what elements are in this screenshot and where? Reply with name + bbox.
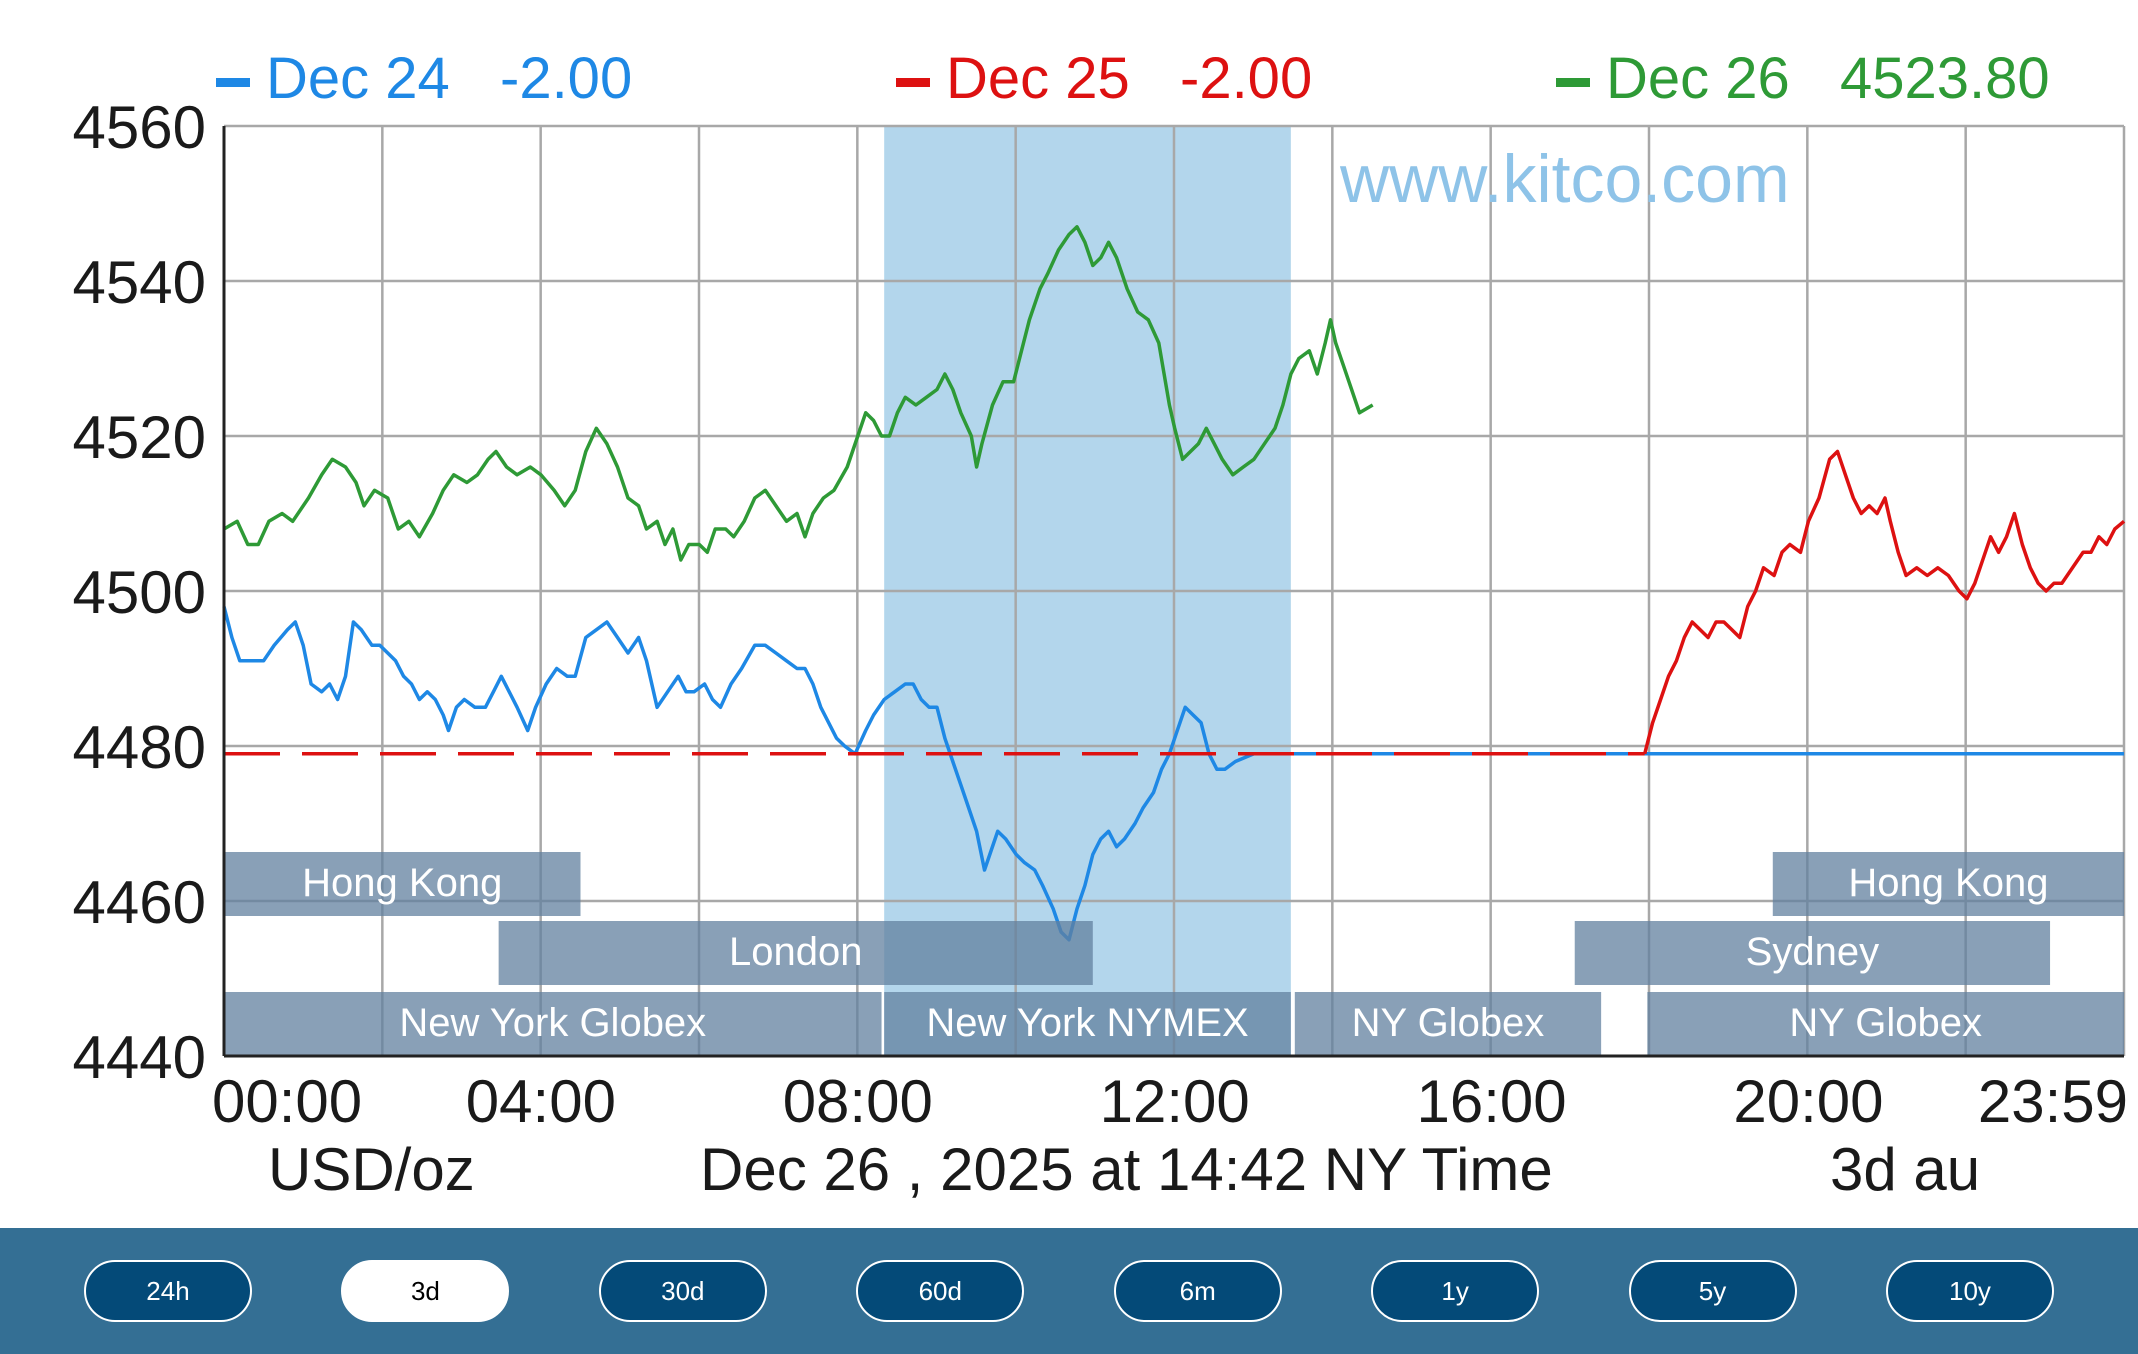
x-tick-label: 00:00 [212,1068,362,1135]
y-tick-label: 4440 [73,1024,206,1091]
kitco-watermark: www.kitco.com [1339,141,1790,217]
legend-value: -2.00 [500,46,632,111]
session-label: Sydney [1746,930,1879,974]
chart-grid [224,124,2126,1058]
series-line-dec-25 [1643,449,2126,755]
legend-value: -2.00 [1180,46,1312,111]
range-button-1y[interactable]: 1y [1371,1260,1540,1322]
session-label: NY Globex [1352,1001,1545,1045]
session-label: NY Globex [1789,1001,1982,1045]
x-tick-label: 23:59 [1978,1068,2128,1135]
session-box [498,921,1093,985]
legend-value: 4523.80 [1840,46,2050,111]
chart-legend: Dec 24 -2.00 Dec 25 -2.00 Dec 26 4523.80 [216,46,2050,111]
session-label: Hong Kong [302,861,502,905]
session-box [224,992,882,1056]
range-button-10y[interactable]: 10y [1885,1260,2054,1322]
unit-label: USD/oz [268,1136,475,1203]
range-button-60d[interactable]: 60d [856,1260,1025,1322]
session-box [1294,992,1602,1056]
y-tick-label: 4480 [73,714,206,781]
y-tick-label: 4500 [73,559,206,626]
session-box [224,852,581,916]
gold-price-chart: Dec 24 -2.00 Dec 25 -2.00 Dec 26 4523.80 www.… [73,46,2128,1203]
session-box [884,992,1291,1056]
time-range-bar: 24h 3d 30d 60d 6m 1y 5y 10y [0,1228,2138,1354]
price-series [222,225,2126,942]
range-button-3d[interactable]: 3d [341,1260,510,1322]
x-tick-label: 04:00 [466,1068,616,1135]
y-tick-label: 4520 [73,404,206,471]
session-label: Hong Kong [1848,861,2048,905]
legend-label: Dec 25 [946,46,1130,111]
x-tick-label: 16:00 [1416,1068,1566,1135]
range-button-30d[interactable]: 30d [598,1260,767,1322]
session-label: New York NYMEX [926,1001,1248,1045]
y-tick-label: 4560 [73,94,206,161]
timestamp-label: Dec 26 , 2025 at 14:42 NY Time [700,1136,1553,1203]
legend-label: Dec 24 [266,46,450,111]
session-box [1574,921,2051,985]
legend-swatch [216,78,250,87]
session-box [1647,992,2124,1056]
legend-swatch [1556,78,1590,87]
y-tick-label: 4460 [73,869,206,936]
range-button-24h[interactable]: 24h [84,1260,252,1322]
series-line-dec-26 [223,225,1374,562]
y-tick-label: 4540 [73,249,206,316]
session-box [1772,852,2124,916]
trading-sessions: Hong Kong Hong Kong London Sydney New York G… [224,852,2124,1056]
x-tick-label: 20:00 [1733,1068,1883,1135]
legend-label: Dec 26 [1606,46,1790,111]
range-button-6m[interactable]: 6m [1113,1260,1282,1322]
x-tick-label: 12:00 [1100,1068,1250,1135]
range-label: 3d au [1830,1136,1980,1203]
range-button-5y[interactable]: 5y [1628,1260,1797,1322]
legend-swatch [896,78,930,87]
series-line-dec-24 [222,606,2124,942]
session-label: London [729,930,862,974]
session-label: New York Globex [399,1001,706,1045]
x-tick-label: 08:00 [783,1068,933,1135]
